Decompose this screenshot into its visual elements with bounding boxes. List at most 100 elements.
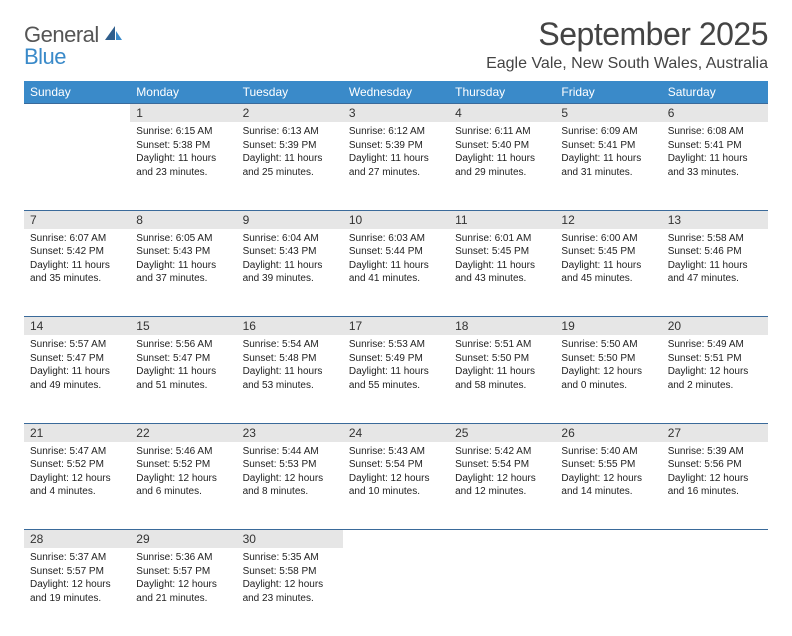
- day-content-cell: Sunrise: 6:15 AMSunset: 5:38 PMDaylight:…: [130, 122, 236, 210]
- day-number-cell: [24, 104, 130, 123]
- day-content-cell: Sunrise: 5:58 AMSunset: 5:46 PMDaylight:…: [662, 229, 768, 317]
- sunset-line: Sunset: 5:45 PM: [561, 245, 655, 259]
- day-number-cell: 5: [555, 104, 661, 123]
- sunset-line: Sunset: 5:40 PM: [455, 139, 549, 153]
- daylight-line: Daylight: 11 hours and 49 minutes.: [30, 365, 124, 392]
- day-content-cell: Sunrise: 6:12 AMSunset: 5:39 PMDaylight:…: [343, 122, 449, 210]
- day-content-cell: [24, 122, 130, 210]
- daylight-line: Daylight: 11 hours and 29 minutes.: [455, 152, 549, 179]
- day-number-cell: 22: [130, 423, 236, 442]
- sunset-line: Sunset: 5:56 PM: [668, 458, 762, 472]
- daylight-line: Daylight: 11 hours and 47 minutes.: [668, 259, 762, 286]
- sunset-line: Sunset: 5:54 PM: [349, 458, 443, 472]
- day-number-cell: 7: [24, 210, 130, 229]
- daylight-line: Daylight: 12 hours and 23 minutes.: [243, 578, 337, 605]
- sunset-line: Sunset: 5:57 PM: [136, 565, 230, 579]
- sunrise-line: Sunrise: 5:44 AM: [243, 445, 337, 459]
- calendar-body: 123456Sunrise: 6:15 AMSunset: 5:38 PMDay…: [24, 104, 768, 636]
- content-row: Sunrise: 6:15 AMSunset: 5:38 PMDaylight:…: [24, 122, 768, 210]
- day-content-cell: Sunrise: 5:56 AMSunset: 5:47 PMDaylight:…: [130, 335, 236, 423]
- day-number-cell: 17: [343, 317, 449, 336]
- day-number-cell: 16: [237, 317, 343, 336]
- sunrise-line: Sunrise: 6:11 AM: [455, 125, 549, 139]
- day-number-cell: 30: [237, 530, 343, 549]
- day-number-cell: 23: [237, 423, 343, 442]
- sunset-line: Sunset: 5:44 PM: [349, 245, 443, 259]
- day-number-cell: 6: [662, 104, 768, 123]
- day-content-cell: Sunrise: 5:53 AMSunset: 5:49 PMDaylight:…: [343, 335, 449, 423]
- day-content-cell: Sunrise: 5:35 AMSunset: 5:58 PMDaylight:…: [237, 548, 343, 636]
- day-header: Friday: [555, 81, 661, 104]
- daynum-row: 282930: [24, 530, 768, 549]
- content-row: Sunrise: 6:07 AMSunset: 5:42 PMDaylight:…: [24, 229, 768, 317]
- day-number-cell: 3: [343, 104, 449, 123]
- calendar-table: SundayMondayTuesdayWednesdayThursdayFrid…: [24, 81, 768, 636]
- sunset-line: Sunset: 5:51 PM: [668, 352, 762, 366]
- sunset-line: Sunset: 5:46 PM: [668, 245, 762, 259]
- daylight-line: Daylight: 11 hours and 53 minutes.: [243, 365, 337, 392]
- sunrise-line: Sunrise: 6:15 AM: [136, 125, 230, 139]
- daynum-row: 14151617181920: [24, 317, 768, 336]
- daylight-line: Daylight: 11 hours and 33 minutes.: [668, 152, 762, 179]
- day-number-cell: [555, 530, 661, 549]
- sunrise-line: Sunrise: 6:00 AM: [561, 232, 655, 246]
- day-number-cell: 10: [343, 210, 449, 229]
- daylight-line: Daylight: 12 hours and 10 minutes.: [349, 472, 443, 499]
- brand-text-blue: Blue: [24, 44, 66, 69]
- day-number-cell: 20: [662, 317, 768, 336]
- day-number-cell: [449, 530, 555, 549]
- daylight-line: Daylight: 11 hours and 25 minutes.: [243, 152, 337, 179]
- day-header: Wednesday: [343, 81, 449, 104]
- daylight-line: Daylight: 11 hours and 45 minutes.: [561, 259, 655, 286]
- day-content-cell: [343, 548, 449, 636]
- sunset-line: Sunset: 5:55 PM: [561, 458, 655, 472]
- daylight-line: Daylight: 12 hours and 0 minutes.: [561, 365, 655, 392]
- sunset-line: Sunset: 5:50 PM: [455, 352, 549, 366]
- sunrise-line: Sunrise: 5:37 AM: [30, 551, 124, 565]
- sunrise-line: Sunrise: 6:04 AM: [243, 232, 337, 246]
- day-number-cell: [662, 530, 768, 549]
- day-header-row: SundayMondayTuesdayWednesdayThursdayFrid…: [24, 81, 768, 104]
- sunrise-line: Sunrise: 5:47 AM: [30, 445, 124, 459]
- sunset-line: Sunset: 5:43 PM: [243, 245, 337, 259]
- day-content-cell: Sunrise: 6:01 AMSunset: 5:45 PMDaylight:…: [449, 229, 555, 317]
- daylight-line: Daylight: 12 hours and 4 minutes.: [30, 472, 124, 499]
- sunset-line: Sunset: 5:41 PM: [668, 139, 762, 153]
- day-content-cell: Sunrise: 6:07 AMSunset: 5:42 PMDaylight:…: [24, 229, 130, 317]
- day-number-cell: 11: [449, 210, 555, 229]
- content-row: Sunrise: 5:37 AMSunset: 5:57 PMDaylight:…: [24, 548, 768, 636]
- day-content-cell: Sunrise: 5:57 AMSunset: 5:47 PMDaylight:…: [24, 335, 130, 423]
- sunrise-line: Sunrise: 5:43 AM: [349, 445, 443, 459]
- sunrise-line: Sunrise: 5:36 AM: [136, 551, 230, 565]
- sunrise-line: Sunrise: 5:46 AM: [136, 445, 230, 459]
- sunrise-line: Sunrise: 6:03 AM: [349, 232, 443, 246]
- daylight-line: Daylight: 11 hours and 35 minutes.: [30, 259, 124, 286]
- day-number-cell: 9: [237, 210, 343, 229]
- day-content-cell: Sunrise: 5:42 AMSunset: 5:54 PMDaylight:…: [449, 442, 555, 530]
- sunrise-line: Sunrise: 5:40 AM: [561, 445, 655, 459]
- daylight-line: Daylight: 12 hours and 12 minutes.: [455, 472, 549, 499]
- day-number-cell: 13: [662, 210, 768, 229]
- daylight-line: Daylight: 12 hours and 8 minutes.: [243, 472, 337, 499]
- sunset-line: Sunset: 5:57 PM: [30, 565, 124, 579]
- daylight-line: Daylight: 11 hours and 55 minutes.: [349, 365, 443, 392]
- day-content-cell: Sunrise: 5:37 AMSunset: 5:57 PMDaylight:…: [24, 548, 130, 636]
- daylight-line: Daylight: 11 hours and 31 minutes.: [561, 152, 655, 179]
- day-content-cell: Sunrise: 5:54 AMSunset: 5:48 PMDaylight:…: [237, 335, 343, 423]
- daylight-line: Daylight: 12 hours and 21 minutes.: [136, 578, 230, 605]
- day-number-cell: 19: [555, 317, 661, 336]
- sunset-line: Sunset: 5:49 PM: [349, 352, 443, 366]
- sunrise-line: Sunrise: 5:42 AM: [455, 445, 549, 459]
- day-number-cell: 28: [24, 530, 130, 549]
- day-content-cell: Sunrise: 5:36 AMSunset: 5:57 PMDaylight:…: [130, 548, 236, 636]
- day-content-cell: [555, 548, 661, 636]
- daylight-line: Daylight: 11 hours and 27 minutes.: [349, 152, 443, 179]
- day-content-cell: Sunrise: 6:13 AMSunset: 5:39 PMDaylight:…: [237, 122, 343, 210]
- sunrise-line: Sunrise: 6:01 AM: [455, 232, 549, 246]
- sunrise-line: Sunrise: 5:56 AM: [136, 338, 230, 352]
- month-title: September 2025: [486, 16, 768, 53]
- day-content-cell: Sunrise: 5:39 AMSunset: 5:56 PMDaylight:…: [662, 442, 768, 530]
- content-row: Sunrise: 5:57 AMSunset: 5:47 PMDaylight:…: [24, 335, 768, 423]
- day-number-cell: 2: [237, 104, 343, 123]
- day-header: Saturday: [662, 81, 768, 104]
